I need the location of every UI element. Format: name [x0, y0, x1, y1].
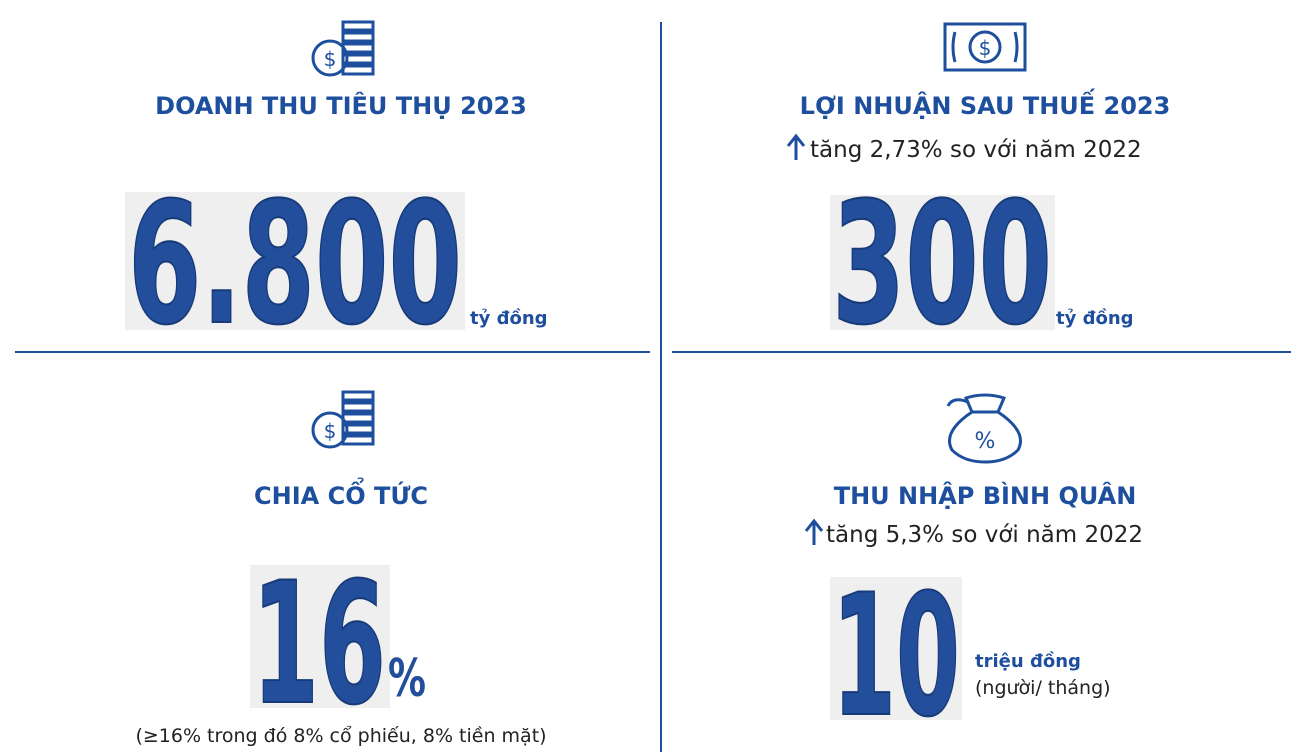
svg-text:$: $ [324, 419, 337, 443]
card-title: DOANH THU TIÊU THỤ 2023 [155, 91, 527, 120]
coin-icon: $ [311, 20, 375, 77]
unit-note: (người/ tháng) [975, 677, 1111, 699]
number-backdrop [250, 565, 390, 708]
svg-text:$: $ [324, 47, 337, 71]
big-number: 6.800 [128, 166, 462, 362]
unit: tỷ đồng [1056, 308, 1134, 329]
up-arrow [786, 133, 806, 160]
big-number: 300 [832, 166, 1052, 362]
big-number: 10 [832, 558, 960, 752]
big-number: 16 [252, 546, 386, 742]
number-backdrop [830, 195, 1055, 330]
card-title: THU NHẬP BÌNH QUÂN [834, 480, 1137, 510]
note: tăng 5,3% so với năm 2022 [826, 522, 1143, 548]
unit: tỷ đồng [470, 308, 548, 329]
svg-text:$: $ [979, 36, 992, 60]
unit: triệu đồng [975, 651, 1081, 672]
svg-text:%: % [975, 429, 996, 454]
footnote: (≥16% trong đó 8% cổ phiếu, 8% tiền mặt) [135, 725, 546, 747]
unit: % [388, 649, 426, 709]
coin-icon: $ [311, 390, 375, 449]
note: tăng 2,73% so với năm 2022 [810, 137, 1142, 163]
up-arrow [804, 518, 824, 545]
money-bag-icon: % [946, 393, 1022, 464]
banknote-icon: $ [943, 22, 1027, 72]
number-backdrop [125, 192, 465, 330]
card-title: LỢI NHUẬN SAU THUẾ 2023 [800, 87, 1171, 120]
card-title: CHIA CỔ TỨC [254, 475, 428, 510]
number-backdrop [830, 577, 962, 720]
